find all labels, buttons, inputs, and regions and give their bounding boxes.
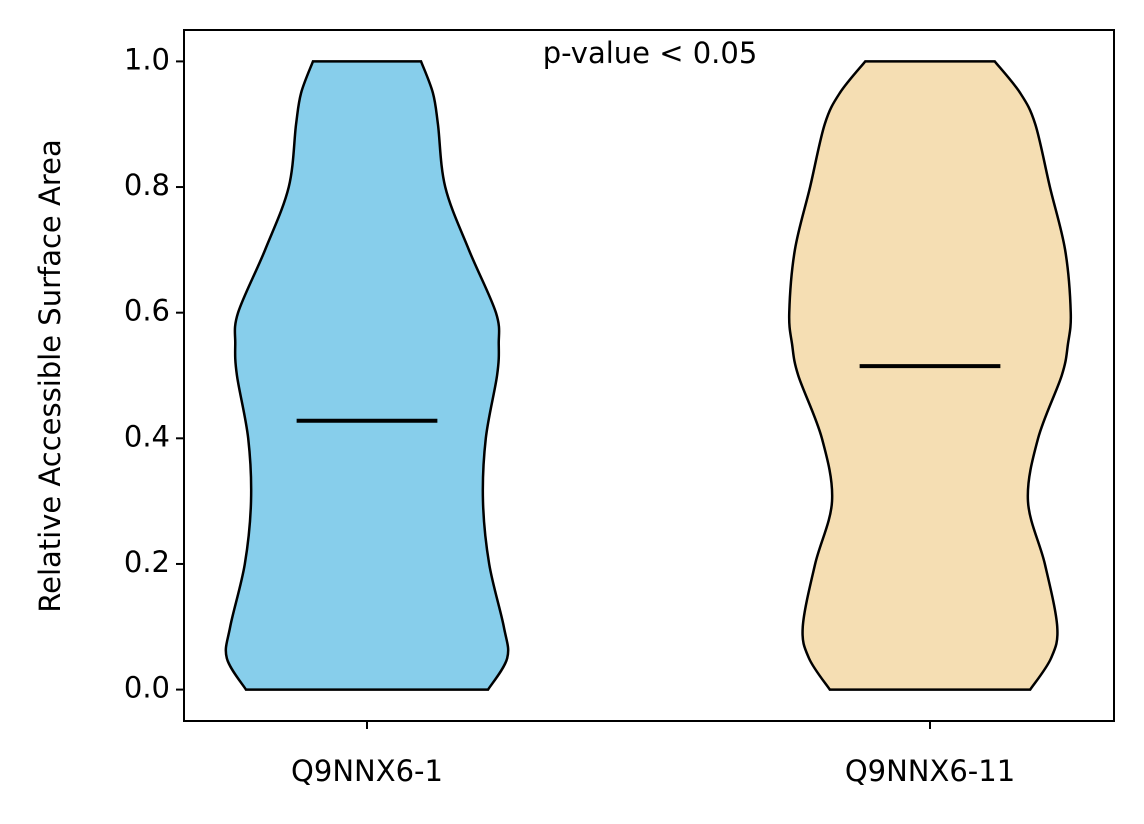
- y-tick-label: 1.0: [124, 42, 170, 76]
- plot-frame: [183, 29, 1115, 722]
- y-tick-label: 0.2: [124, 545, 170, 579]
- annotation: p-value < 0.05: [543, 36, 758, 70]
- y-tick-label: 0.4: [124, 419, 170, 453]
- y-tick-label: 0.6: [124, 294, 170, 328]
- y-tick-label: 0.8: [124, 168, 170, 202]
- y-axis-label: Relative Accessible Surface Area: [33, 139, 67, 612]
- violin: [787, 60, 1073, 691]
- x-tick-label: Q9NNX6-11: [845, 754, 1015, 788]
- violin: [224, 60, 510, 691]
- x-tick-label: Q9NNX6-1: [291, 754, 443, 788]
- y-tick-label: 0.0: [124, 671, 170, 705]
